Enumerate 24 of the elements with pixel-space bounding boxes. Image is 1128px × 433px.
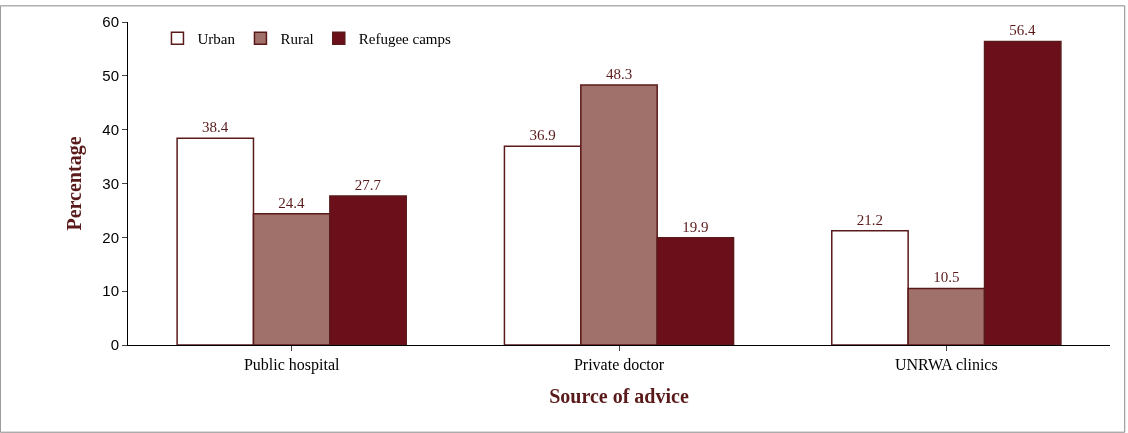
legend-label: Rural (280, 31, 314, 48)
y-tick-label: 20 (102, 228, 119, 246)
data-label: 21.2 (856, 211, 884, 228)
data-label: 24.4 (278, 194, 306, 211)
y-tick-label: 30 (102, 174, 119, 192)
y-tick-label: 0 (110, 336, 119, 354)
data-label: 48.3 (605, 65, 633, 82)
data-label: 38.4 (201, 119, 229, 136)
data-label: 27.7 (354, 176, 382, 193)
data-label: 56.4 (1009, 22, 1037, 39)
data-label: 10.5 (933, 269, 960, 286)
x-tick-label: Public hospital (243, 356, 340, 375)
y-tick-label: 10 (102, 282, 119, 300)
x-tick-label: UNRWA clinics (894, 356, 998, 374)
data-label: 19.9 (682, 218, 709, 235)
x-tick-label: Private doctor (573, 356, 665, 374)
y-tick-label: 50 (102, 67, 119, 85)
legend-label: Refugee camps (358, 31, 451, 48)
data-label: 36.9 (529, 127, 556, 144)
y-tick-label: 40 (102, 120, 119, 138)
x-axis-title: Source of advice (549, 384, 689, 407)
legend-label: Urban (197, 31, 236, 48)
y-tick-label: 60 (102, 13, 119, 31)
y-axis-title: Percentage (62, 136, 86, 231)
